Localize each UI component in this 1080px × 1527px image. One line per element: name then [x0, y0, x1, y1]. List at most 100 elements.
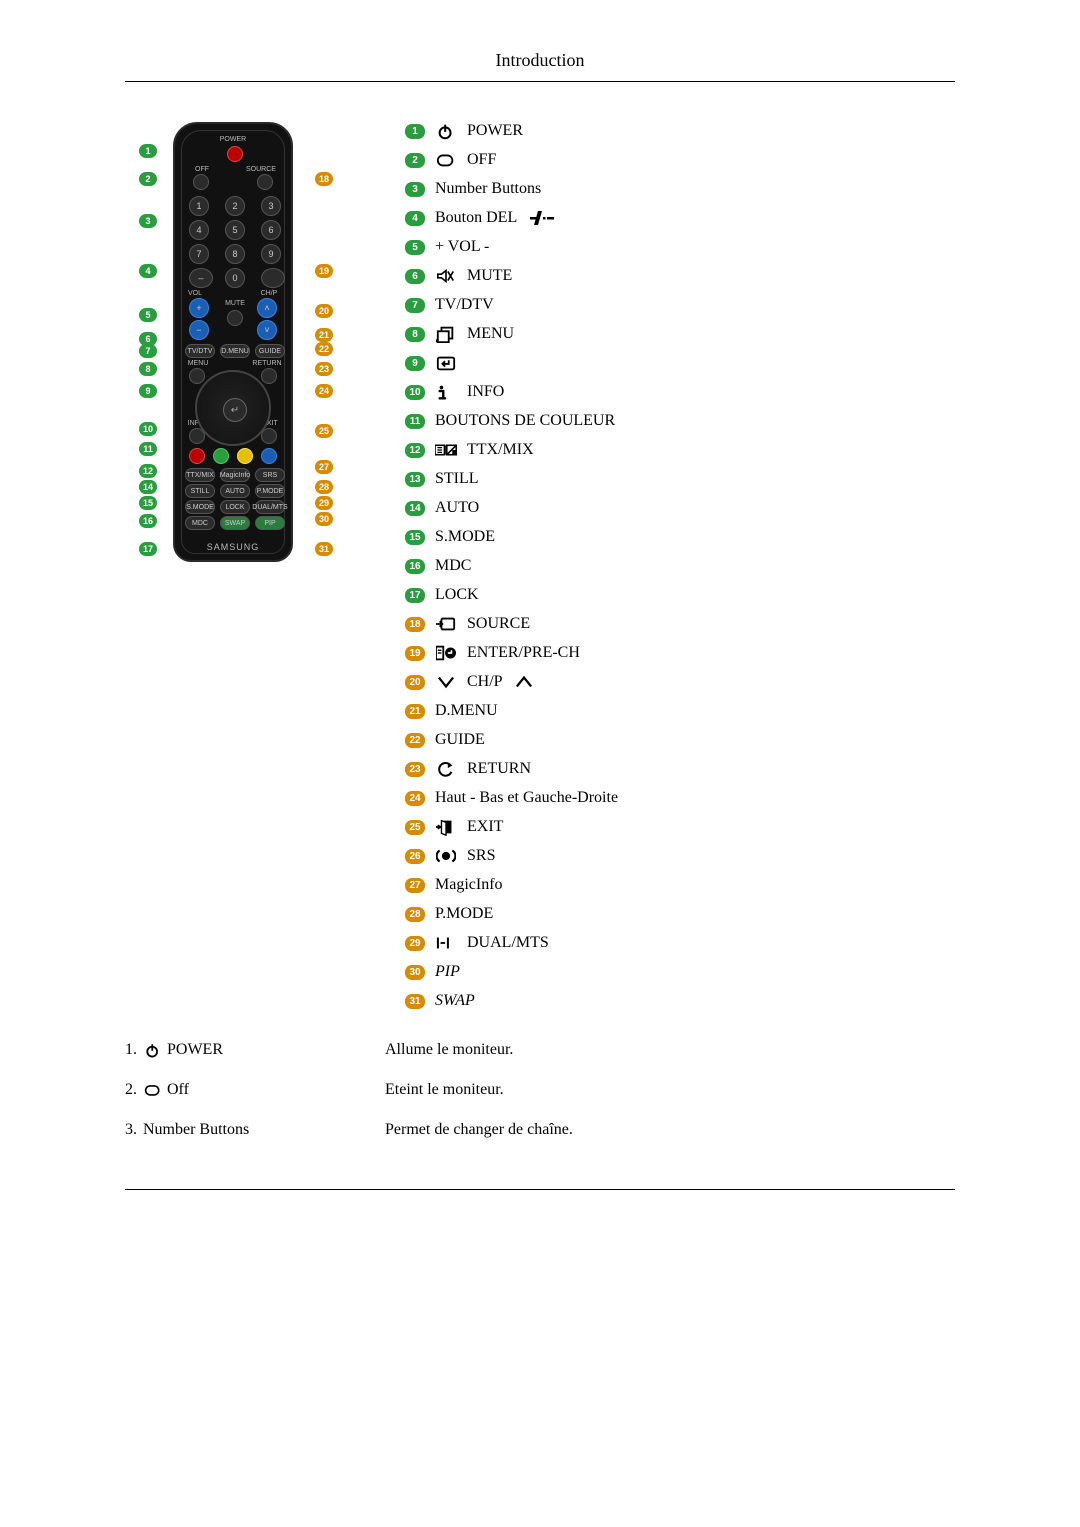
- legend-badge: 11: [405, 414, 425, 429]
- remote-brand: SAMSUNG: [175, 542, 291, 552]
- legend-badge: 28: [405, 907, 425, 922]
- legend-label: MDC: [435, 557, 471, 575]
- remote-callout-right: 28: [315, 480, 333, 494]
- description-label: Off: [167, 1081, 189, 1099]
- remote-btn-dmenu: D.MENU: [220, 344, 250, 358]
- power-icon: [143, 1041, 163, 1059]
- legend-label: SOURCE: [467, 615, 530, 633]
- legend-badge: 3: [405, 182, 425, 197]
- remote-callout-left: 1: [139, 144, 157, 158]
- legend-badge: 22: [405, 733, 425, 748]
- description-number: 2.: [125, 1081, 137, 1099]
- off-icon: [143, 1081, 163, 1099]
- legend-label: ENTER/PRE-CH: [467, 644, 580, 662]
- remote-callout-right: 25: [315, 424, 333, 438]
- remote-callout-left: 4: [139, 264, 157, 278]
- legend-item: 2OFF: [405, 151, 955, 169]
- remote-btn-srs: SRS: [255, 468, 285, 482]
- remote-callout-left: 9: [139, 384, 157, 398]
- description-row: 1. POWER Allume le moniteur.: [125, 1041, 955, 1059]
- remote-btn-lock: LOCK: [220, 500, 250, 514]
- remote-callout-left: 10: [139, 422, 157, 436]
- legend-item: 28P.MODE: [405, 905, 955, 923]
- legend-label: PIP: [435, 963, 460, 981]
- legend-badge: 27: [405, 878, 425, 893]
- legend-item: 15S.MODE: [405, 528, 955, 546]
- legend-item: 21D.MENU: [405, 702, 955, 720]
- remote-callout-right: 19: [315, 264, 333, 278]
- legend-item: 13 STILL: [405, 470, 955, 488]
- legend-badge: 17: [405, 588, 425, 603]
- del-icon: [527, 209, 559, 227]
- legend-badge: 20: [405, 675, 425, 690]
- legend-badge: 2: [405, 153, 425, 168]
- legend-item: 19 ENTER/PRE-CH: [405, 644, 955, 662]
- ttxmix-icon: [435, 441, 457, 459]
- description-text: Allume le moniteur.: [385, 1041, 513, 1059]
- legend-label: Bouton DEL: [435, 209, 517, 227]
- legend-badge: 19: [405, 646, 425, 661]
- description-label: POWER: [167, 1041, 223, 1059]
- remote-callout-right: 31: [315, 542, 333, 556]
- legend-badge: 8: [405, 327, 425, 342]
- legend-badge: 23: [405, 762, 425, 777]
- description-list: 1. POWER Allume le moniteur. 2. Off Etei…: [125, 1041, 955, 1139]
- description-number: 1.: [125, 1041, 137, 1059]
- remote-btn-guide: GUIDE: [255, 344, 285, 358]
- remote-callout-right: 29: [315, 496, 333, 510]
- description-number: 3.: [125, 1121, 137, 1139]
- legend-badge: 12: [405, 443, 425, 458]
- remote-btn-pip: PIP: [255, 516, 285, 530]
- srs-icon: [435, 847, 457, 865]
- remote-label-mute: MUTE: [220, 300, 250, 307]
- legend-item: 25EXIT: [405, 818, 955, 836]
- remote-btn-magicinfo: MagicInfo: [220, 468, 250, 482]
- remote-callout-left: 5: [139, 308, 157, 322]
- exit-icon: [435, 818, 457, 836]
- legend-badge: 14: [405, 501, 425, 516]
- legend-label: BOUTONS DE COULEUR: [435, 412, 615, 430]
- enter9-icon: [435, 354, 457, 372]
- remote-callout-right: 20: [315, 304, 333, 318]
- remote-btn-mdc: MDC: [185, 516, 215, 530]
- remote-btn-swap: SWAP: [220, 516, 250, 530]
- enterpre-icon: [435, 644, 457, 662]
- legend-item: 26SRS: [405, 847, 955, 865]
- dual-icon: [435, 934, 457, 952]
- legend-label: POWER: [467, 122, 523, 140]
- legend-badge: 16: [405, 559, 425, 574]
- remote-callout-right: 22: [315, 342, 333, 356]
- legend-label: STILL: [435, 470, 479, 488]
- remote-btn-still: STILL: [185, 484, 215, 498]
- legend-item: 29DUAL/MTS: [405, 934, 955, 952]
- off-icon: [435, 151, 457, 169]
- remote-callout-right: 24: [315, 384, 333, 398]
- remote-callout-left: 12: [139, 464, 157, 478]
- remote-btn-tvdtv: TV/DTV: [185, 344, 215, 358]
- legend-label: + VOL -: [435, 238, 489, 256]
- remote-label-chp: CH/P: [255, 290, 283, 297]
- description-label: Number Buttons: [143, 1121, 249, 1139]
- legend-item: 18SOURCE: [405, 615, 955, 633]
- legend-list: 1POWER2OFF3Number Buttons4Bouton DEL5+ V…: [405, 122, 955, 1021]
- legend-badge: 24: [405, 791, 425, 806]
- remote-btn-smode: S.MODE: [185, 500, 215, 514]
- legend-badge: 1: [405, 124, 425, 139]
- remote-callout-left: 3: [139, 214, 157, 228]
- description-row: 2. Off Eteint le moniteur.: [125, 1081, 955, 1099]
- page-header: Introduction: [125, 50, 955, 82]
- remote-callout-left: 15: [139, 496, 157, 510]
- legend-badge: 26: [405, 849, 425, 864]
- remote-label-off: OFF: [187, 166, 217, 173]
- legend-label: GUIDE: [435, 731, 485, 749]
- remote-label-return: RETURN: [249, 360, 285, 367]
- chevron-up-icon: [513, 673, 535, 691]
- legend-label: DUAL/MTS: [467, 934, 549, 952]
- legend-item: 27MagicInfo: [405, 876, 955, 894]
- remote-callout-left: 17: [139, 542, 157, 556]
- footer-rule: [125, 1189, 955, 1190]
- remote-label-power: POWER: [175, 136, 291, 143]
- legend-badge: 13: [405, 472, 425, 487]
- source-icon: [435, 615, 457, 633]
- legend-badge: 7: [405, 298, 425, 313]
